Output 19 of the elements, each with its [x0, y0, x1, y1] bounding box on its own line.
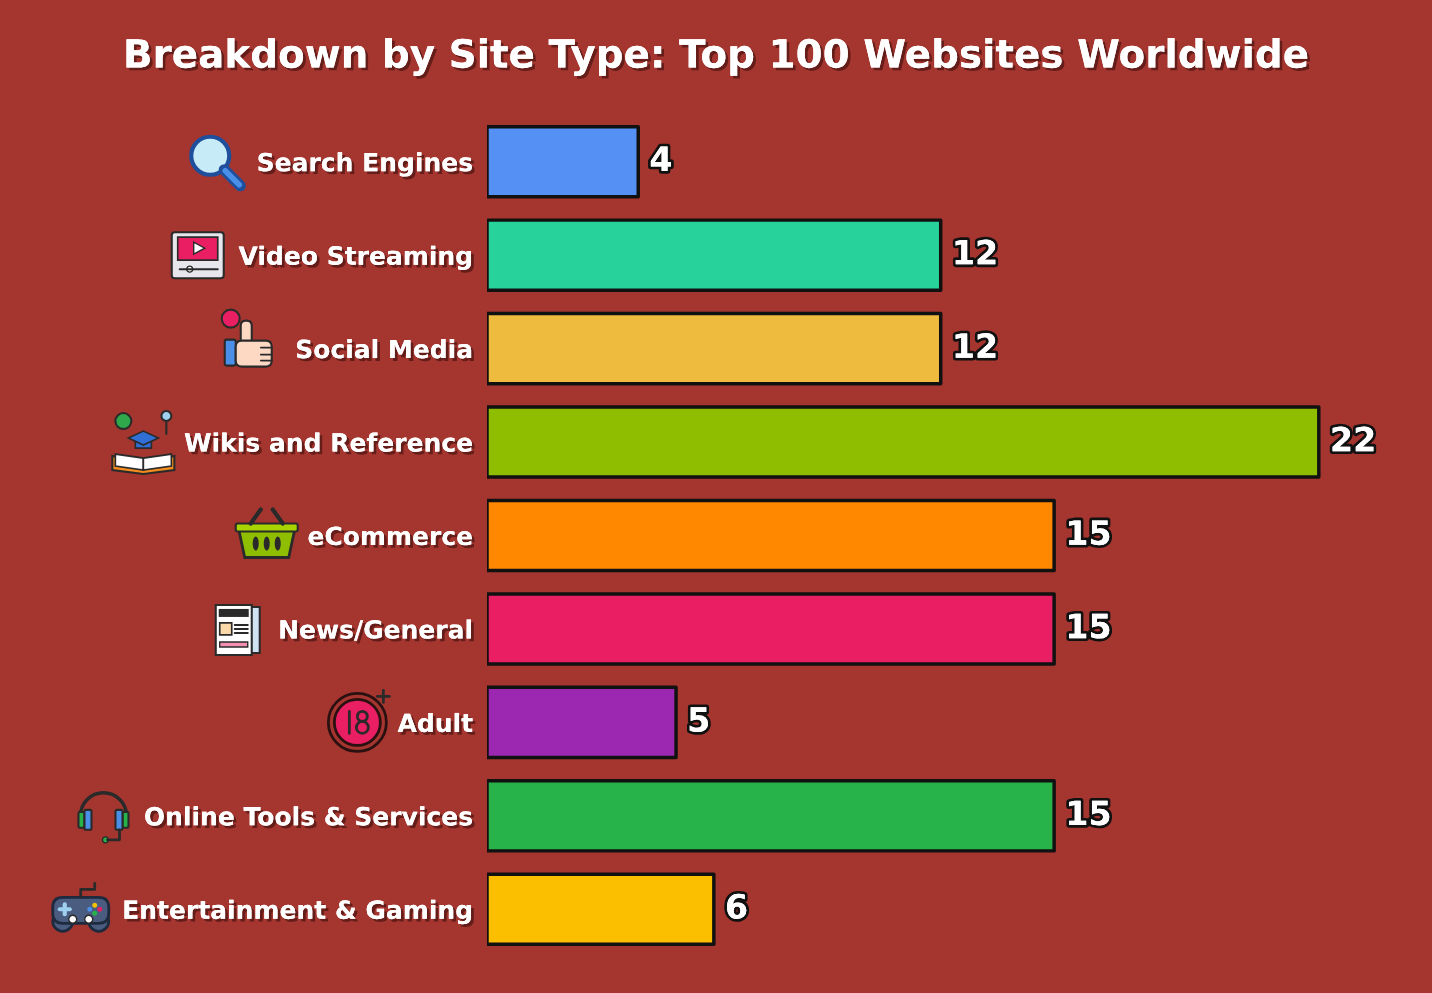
data-label: 6	[727, 893, 747, 919]
data-label: 15	[1069, 613, 1110, 639]
data-label: 22	[1332, 426, 1374, 452]
y-tick-label: Online Tools & Services	[145, 806, 475, 829]
y-tick-label: eCommerce	[308, 526, 475, 549]
chart-title: Breakdown by Site Type: Top 100 Websites Worldwide	[126, 38, 1310, 79]
data-label: 15	[1069, 800, 1110, 826]
y-tick-label: Video Streaming	[238, 245, 474, 273]
y-tick-label: Adult	[397, 712, 476, 736]
data-label: 4	[650, 146, 672, 171]
y-tick-label: Social Media	[297, 339, 474, 362]
data-label: 15	[1069, 520, 1110, 546]
y-tick-label: Search Engines	[258, 152, 475, 180]
data-label: 5	[689, 707, 709, 733]
y-tick-label: Entertainment & Gaming	[124, 899, 474, 927]
data-label: 12	[955, 239, 996, 265]
data-label: 12	[955, 333, 996, 358]
y-tick-label: Wikis and Reference	[184, 432, 475, 455]
y-tick-label: News/General	[280, 619, 474, 644]
